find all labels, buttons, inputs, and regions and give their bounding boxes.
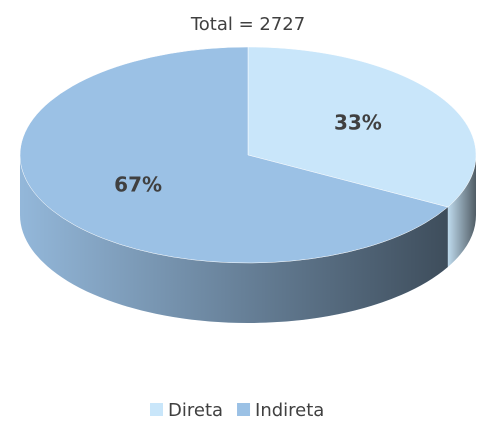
chart-title: Total = 2727 xyxy=(190,14,305,35)
legend-swatch xyxy=(237,403,251,416)
legend-label: Indireta xyxy=(255,400,324,421)
slice xyxy=(247,46,477,208)
slice xyxy=(19,46,449,264)
data-label: 33% xyxy=(334,111,382,135)
legend-label: Direta xyxy=(168,400,223,421)
slice-side-shade xyxy=(447,155,476,268)
data-label: 67% xyxy=(114,172,162,196)
slice-side-shade xyxy=(20,155,448,324)
legend-swatch xyxy=(150,403,163,416)
